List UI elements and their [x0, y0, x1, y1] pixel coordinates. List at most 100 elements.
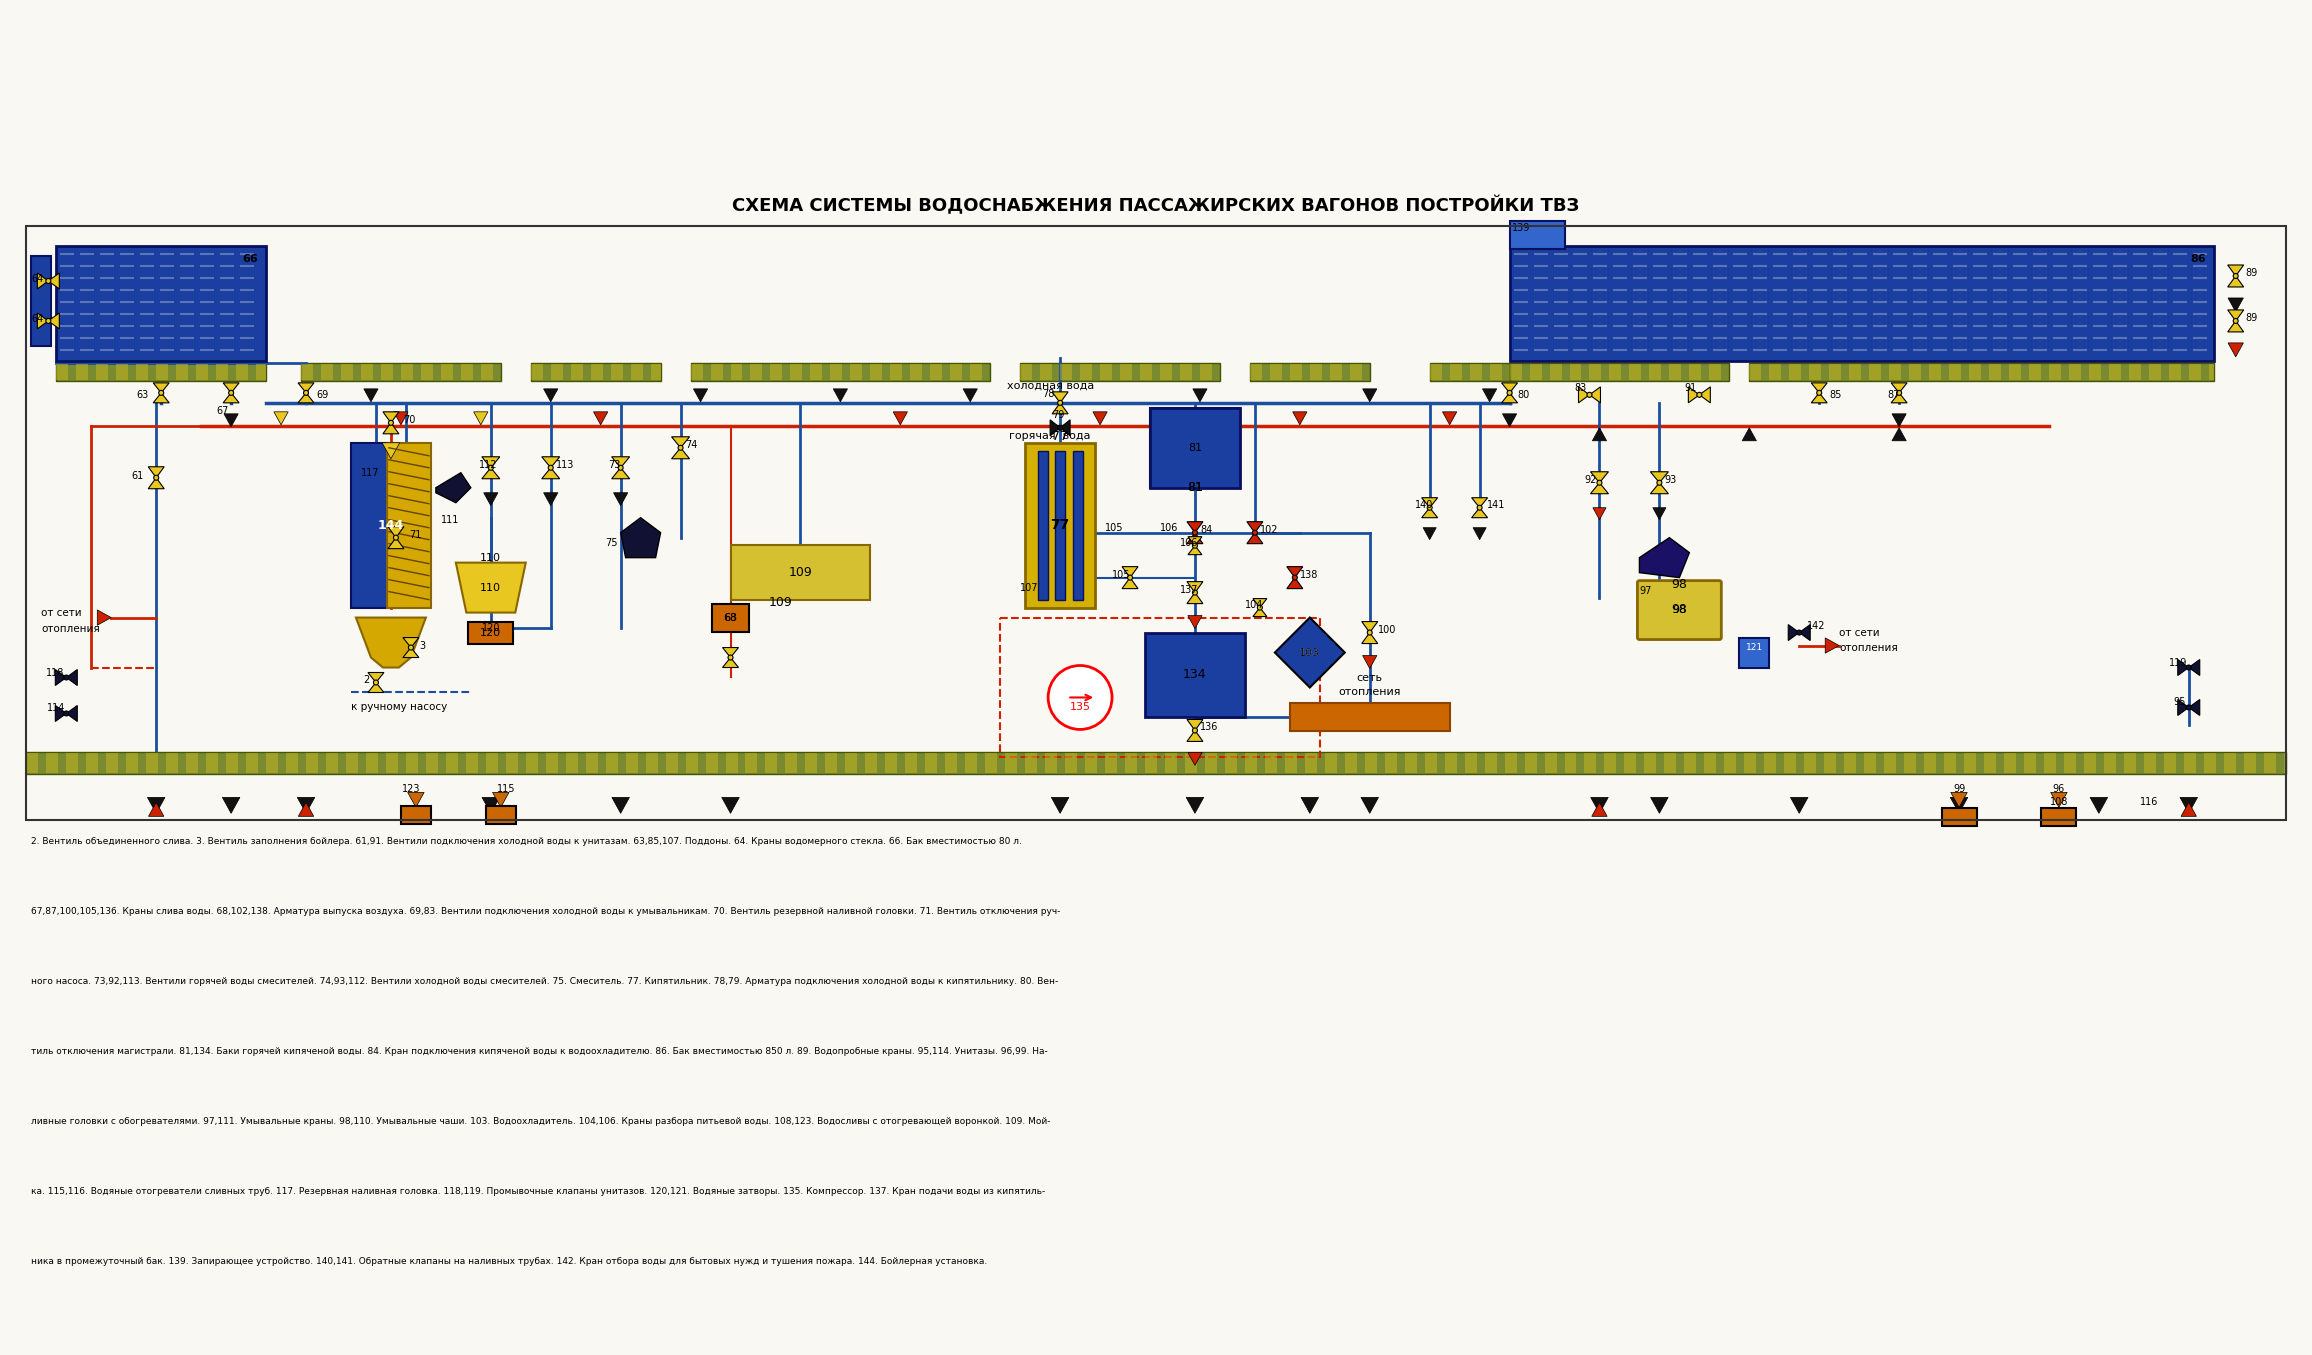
FancyBboxPatch shape: [2088, 364, 2102, 379]
Polygon shape: [1253, 599, 1267, 607]
FancyBboxPatch shape: [1200, 364, 1211, 379]
Polygon shape: [2178, 699, 2189, 715]
Polygon shape: [1443, 412, 1457, 425]
Polygon shape: [1188, 537, 1202, 546]
Circle shape: [677, 446, 682, 450]
FancyBboxPatch shape: [846, 753, 858, 774]
FancyBboxPatch shape: [236, 364, 247, 379]
FancyBboxPatch shape: [906, 753, 918, 774]
Polygon shape: [1193, 389, 1207, 402]
FancyBboxPatch shape: [1364, 753, 1376, 774]
FancyBboxPatch shape: [460, 364, 474, 379]
FancyBboxPatch shape: [610, 364, 622, 379]
Polygon shape: [1188, 752, 1202, 766]
FancyBboxPatch shape: [885, 753, 897, 774]
Circle shape: [1253, 530, 1258, 535]
FancyBboxPatch shape: [971, 364, 983, 379]
FancyBboxPatch shape: [187, 753, 199, 774]
Circle shape: [1658, 480, 1662, 485]
FancyBboxPatch shape: [361, 364, 372, 379]
FancyBboxPatch shape: [590, 364, 603, 379]
Text: 84: 84: [1200, 524, 1211, 535]
FancyBboxPatch shape: [1119, 364, 1133, 379]
Text: 78: 78: [1043, 389, 1054, 398]
Text: 105: 105: [1112, 569, 1131, 580]
FancyBboxPatch shape: [76, 364, 88, 379]
FancyBboxPatch shape: [1350, 364, 1362, 379]
Polygon shape: [2189, 660, 2199, 676]
Polygon shape: [402, 648, 418, 657]
Polygon shape: [1186, 533, 1202, 543]
Text: 118: 118: [46, 668, 65, 678]
Polygon shape: [1186, 522, 1202, 533]
FancyBboxPatch shape: [1970, 364, 1981, 379]
FancyBboxPatch shape: [1489, 364, 1500, 379]
Circle shape: [1128, 575, 1133, 580]
Polygon shape: [1424, 527, 1436, 539]
FancyBboxPatch shape: [2125, 753, 2136, 774]
FancyBboxPatch shape: [666, 753, 677, 774]
FancyBboxPatch shape: [731, 364, 742, 379]
FancyBboxPatch shape: [1040, 364, 1052, 379]
FancyBboxPatch shape: [1424, 753, 1436, 774]
Text: 97: 97: [1639, 585, 1651, 596]
FancyBboxPatch shape: [1810, 364, 1822, 379]
FancyBboxPatch shape: [326, 753, 338, 774]
Polygon shape: [1824, 638, 1838, 653]
Polygon shape: [721, 797, 740, 813]
FancyBboxPatch shape: [446, 753, 458, 774]
FancyBboxPatch shape: [925, 753, 936, 774]
FancyBboxPatch shape: [1524, 753, 1537, 774]
FancyBboxPatch shape: [1290, 364, 1302, 379]
FancyBboxPatch shape: [1101, 364, 1112, 379]
FancyBboxPatch shape: [964, 753, 978, 774]
Polygon shape: [1688, 386, 1699, 402]
FancyBboxPatch shape: [1609, 364, 1621, 379]
FancyBboxPatch shape: [546, 753, 557, 774]
FancyBboxPatch shape: [929, 364, 943, 379]
FancyBboxPatch shape: [400, 364, 414, 379]
FancyBboxPatch shape: [1084, 753, 1098, 774]
FancyBboxPatch shape: [469, 622, 513, 644]
FancyBboxPatch shape: [2048, 364, 2060, 379]
Text: 67: 67: [215, 406, 229, 416]
FancyBboxPatch shape: [1149, 408, 1239, 488]
FancyBboxPatch shape: [1484, 753, 1496, 774]
Text: от сети: от сети: [1838, 627, 1880, 638]
Polygon shape: [67, 706, 76, 721]
FancyBboxPatch shape: [1054, 451, 1066, 600]
FancyBboxPatch shape: [1630, 364, 1642, 379]
FancyBboxPatch shape: [486, 806, 516, 824]
Polygon shape: [2189, 699, 2199, 715]
FancyBboxPatch shape: [1648, 364, 1662, 379]
FancyBboxPatch shape: [1625, 753, 1637, 774]
Polygon shape: [1579, 386, 1588, 402]
Text: 108: 108: [2051, 797, 2069, 808]
FancyBboxPatch shape: [197, 364, 208, 379]
Polygon shape: [724, 648, 738, 657]
FancyBboxPatch shape: [1061, 364, 1073, 379]
FancyBboxPatch shape: [227, 753, 238, 774]
FancyBboxPatch shape: [532, 364, 543, 379]
FancyBboxPatch shape: [2208, 364, 2213, 379]
FancyBboxPatch shape: [865, 753, 876, 774]
FancyBboxPatch shape: [606, 753, 617, 774]
FancyBboxPatch shape: [97, 364, 109, 379]
FancyBboxPatch shape: [365, 753, 377, 774]
Polygon shape: [613, 493, 629, 505]
FancyBboxPatch shape: [1290, 703, 1450, 732]
FancyBboxPatch shape: [1429, 364, 1443, 379]
FancyBboxPatch shape: [407, 753, 418, 774]
Text: 100: 100: [1378, 625, 1396, 634]
FancyBboxPatch shape: [1669, 364, 1681, 379]
FancyBboxPatch shape: [2143, 753, 2155, 774]
FancyBboxPatch shape: [1470, 364, 1482, 379]
FancyBboxPatch shape: [2224, 753, 2236, 774]
Polygon shape: [1473, 527, 1487, 539]
FancyBboxPatch shape: [1510, 247, 2213, 360]
FancyBboxPatch shape: [25, 753, 39, 774]
Polygon shape: [613, 467, 629, 478]
FancyBboxPatch shape: [2005, 753, 2016, 774]
FancyBboxPatch shape: [1311, 364, 1322, 379]
Polygon shape: [594, 412, 608, 425]
